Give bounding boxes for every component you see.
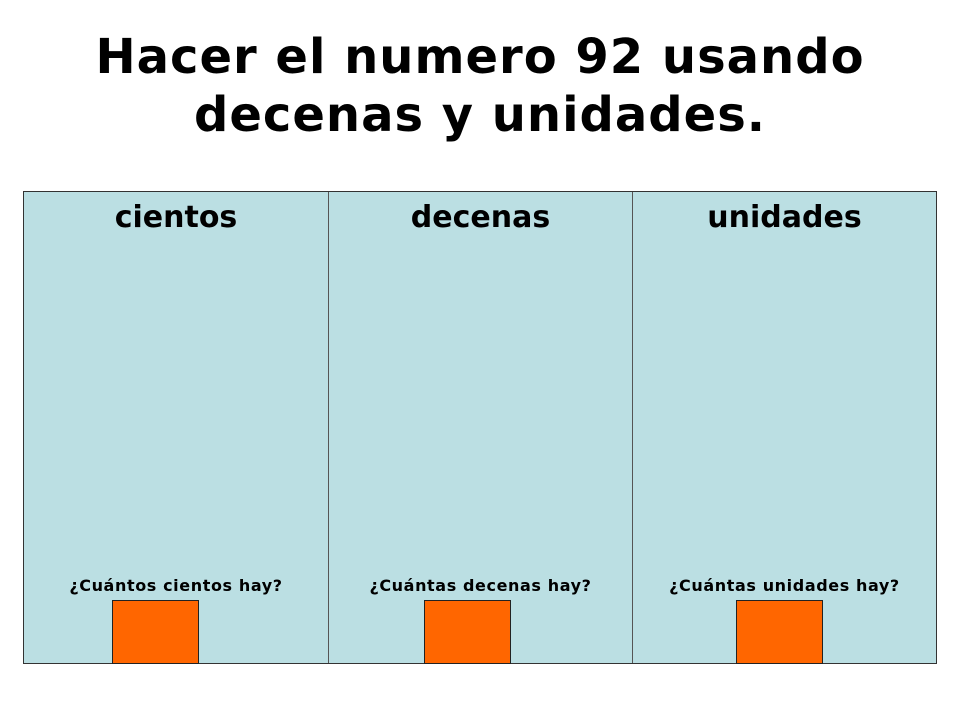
answer-box-decenas[interactable] [424,600,511,664]
column-header-decenas: decenas [410,200,551,235]
column-header-unidades: unidades [707,200,862,235]
question-cientos: ¿Cuántos cientos hay? [69,576,283,595]
column-header-cientos: cientos [114,200,238,235]
page-title-line-1: Hacer el numero 92 usando [95,29,865,85]
column-cientos: cientos ¿Cuántos cientos hay? [24,192,329,664]
question-unidades: ¿Cuántas unidades hay? [669,576,900,595]
place-value-board: cientos ¿Cuántos cientos hay? decenas ¿C… [23,191,937,664]
question-decenas: ¿Cuántas decenas hay? [369,576,592,595]
page-title-line-2: decenas y unidades. [193,87,767,143]
answer-box-cientos[interactable] [112,600,199,664]
answer-box-unidades[interactable] [736,600,823,664]
column-unidades: unidades ¿Cuántas unidades hay? [633,192,936,664]
column-decenas: decenas ¿Cuántas decenas hay? [329,192,633,664]
page-title: Hacer el numero 92 usando decenas y unid… [0,28,960,144]
